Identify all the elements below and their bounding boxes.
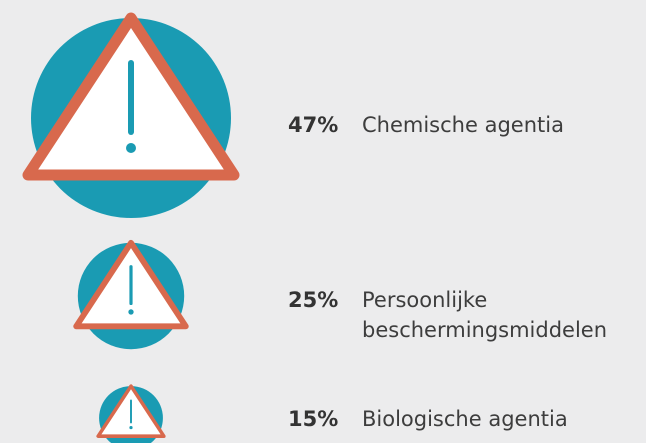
category-label: Persoonlijke beschermingsmiddelen <box>362 288 608 342</box>
warning-icon <box>22 12 240 218</box>
value-label: 47% <box>288 113 339 137</box>
value-label: 15% <box>288 407 339 431</box>
warning-icon <box>96 384 166 443</box>
icon-dot <box>128 309 134 315</box>
icon-dot <box>129 425 133 430</box>
legend-row: 15% Biologische agentia <box>288 404 642 434</box>
legend-row: 47% Chemische agentia <box>288 110 642 140</box>
legend-row: 25% Persoonlijke beschermingsmiddelen <box>288 285 642 345</box>
category-label: Biologische agentia <box>362 407 568 431</box>
category-label: Chemische agentia <box>362 113 564 137</box>
warning-icon <box>73 239 189 350</box>
icon-dot <box>126 143 136 153</box>
value-label: 25% <box>288 288 339 312</box>
